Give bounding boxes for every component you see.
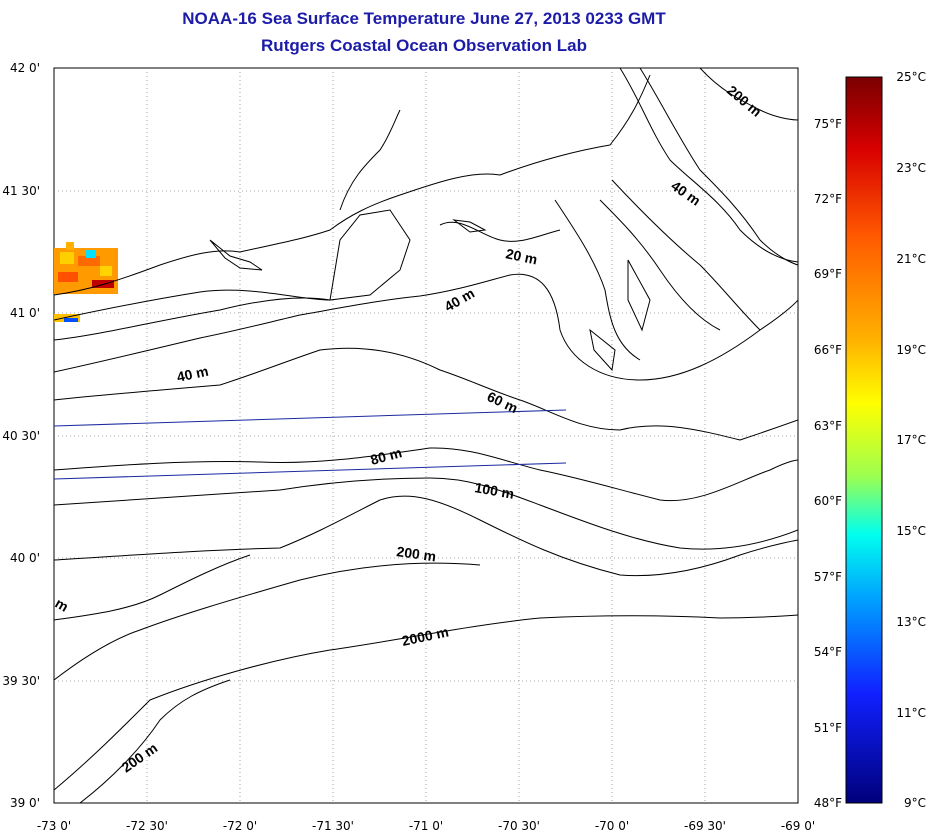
celsius-tick-label: 25°C: [896, 70, 926, 84]
fahrenheit-tick-label: 72°F: [814, 192, 842, 206]
contour-label: 20 m: [504, 245, 539, 267]
celsius-tick-label: 13°C: [896, 615, 926, 629]
lon-tick-label: -70 30': [498, 819, 540, 833]
lon-tick-label: -69 0': [781, 819, 815, 833]
contour-label: 200 m: [396, 543, 438, 564]
contour-label: 40 m: [175, 363, 210, 385]
celsius-tick-label: 17°C: [896, 433, 926, 447]
lon-tick-label: -71 0': [409, 819, 443, 833]
lat-tick-label: 40 0': [10, 551, 40, 565]
depth-contours: [54, 68, 798, 803]
graticule: [54, 68, 798, 803]
lat-tick-label: 40 30': [2, 429, 40, 443]
latitude-labels: 42 0' 41 30' 41 0' 40 30' 40 0' 39 30' 39 0': [2, 61, 40, 810]
lat-tick-label: 39 30': [2, 674, 40, 688]
fahrenheit-tick-label: 54°F: [814, 645, 842, 659]
fahrenheit-tick-label: 75°F: [814, 117, 842, 131]
celsius-tick-label: 19°C: [896, 343, 926, 357]
fahrenheit-tick-label: 63°F: [814, 419, 842, 433]
lon-tick-label: -69 30': [684, 819, 726, 833]
celsius-tick-label: 21°C: [896, 252, 926, 266]
satellite-track-lines: [54, 409, 567, 480]
celsius-tick-label: 9°C: [904, 796, 926, 810]
fahrenheit-tick-label: 66°F: [814, 343, 842, 357]
lat-tick-label: 41 0': [10, 306, 40, 320]
fahrenheit-tick-label: 51°F: [814, 721, 842, 735]
fahrenheit-tick-label: 48°F: [814, 796, 842, 810]
fahrenheit-tick-label: 57°F: [814, 570, 842, 584]
celsius-labels: 25°C 23°C 21°C 19°C 17°C 15°C 13°C 11°C 9°C: [896, 70, 926, 810]
map-subtitle: Rutgers Coastal Ocean Observation Lab: [261, 36, 587, 55]
temperature-colorbar: [845, 76, 883, 804]
lat-tick-label: 41 30': [2, 184, 40, 198]
celsius-tick-label: 23°C: [896, 161, 926, 175]
celsius-tick-label: 11°C: [896, 706, 926, 720]
contour-label: 80 m: [369, 444, 404, 468]
lat-tick-label: 42 0': [10, 61, 40, 75]
longitude-labels: -73 0' -72 30' -72 0' -71 30' -71 0' -70 30' -…: [37, 819, 815, 833]
fahrenheit-labels: 75°F 72°F 69°F 66°F 63°F 60°F 57°F 54°F 51°F 48°F: [814, 117, 842, 810]
lon-tick-label: -72 30': [126, 819, 168, 833]
fahrenheit-tick-label: 60°F: [814, 494, 842, 508]
lon-tick-label: -72 0': [223, 819, 257, 833]
contour-label: 100 m: [473, 479, 515, 502]
lon-tick-label: -71 30': [312, 819, 354, 833]
map-title: NOAA-16 Sea Surface Temperature June 27,…: [182, 9, 666, 28]
coastline: [54, 74, 761, 372]
lat-tick-label: 39 0': [10, 796, 40, 810]
fahrenheit-tick-label: 69°F: [814, 267, 842, 281]
lon-tick-label: -70 0': [595, 819, 629, 833]
celsius-tick-label: 15°C: [896, 524, 926, 538]
lon-tick-label: -73 0': [37, 819, 71, 833]
